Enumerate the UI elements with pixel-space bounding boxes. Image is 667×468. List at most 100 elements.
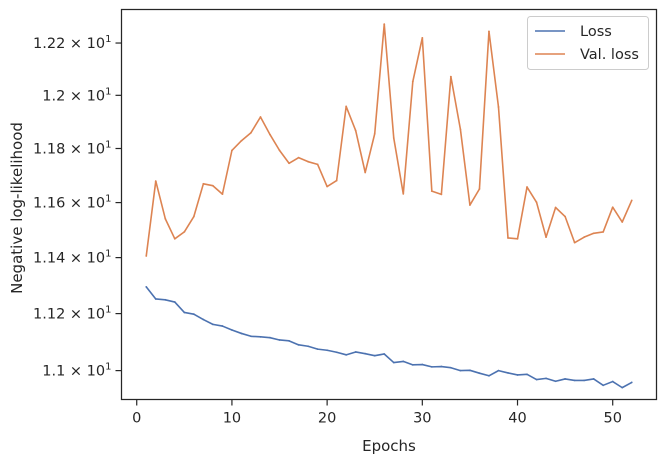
data-point-loss: [583, 379, 586, 382]
data-point-loss: [183, 311, 186, 314]
data-point-val-loss: [288, 162, 290, 165]
data-point-loss: [545, 377, 547, 380]
data-point-loss: [326, 349, 329, 352]
x-tick-label: 30: [413, 411, 431, 427]
data-point-loss: [411, 363, 414, 366]
y-tick-exponent: 1: [105, 34, 111, 45]
data-point-val-loss: [354, 129, 357, 132]
data-point-val-loss: [449, 75, 452, 78]
data-point-loss: [364, 352, 367, 355]
data-point-loss: [211, 323, 214, 326]
data-point-loss: [307, 345, 309, 348]
y-tick-exponent: 1: [105, 140, 111, 151]
x-tick-label: 20: [318, 411, 336, 427]
data-point-val-loss: [545, 236, 547, 239]
data-point-val-loss: [583, 236, 586, 239]
data-point-val-loss: [221, 193, 224, 196]
data-point-val-loss: [345, 105, 348, 108]
data-point-val-loss: [373, 132, 376, 135]
data-point-val-loss: [459, 128, 462, 131]
data-point-loss: [297, 343, 300, 346]
data-point-val-loss: [164, 217, 167, 220]
data-point-loss: [278, 339, 281, 341]
data-point-loss: [259, 335, 262, 338]
y-tick-exponent: 1: [105, 86, 111, 97]
data-point-loss: [478, 372, 481, 375]
data-point-val-loss: [240, 139, 243, 142]
data-point-val-loss: [592, 232, 595, 235]
y-axis-label: Negative log-likelihood: [8, 122, 26, 294]
data-point-loss: [430, 365, 433, 368]
data-point-val-loss: [392, 137, 395, 139]
data-point-val-loss: [297, 156, 300, 159]
x-axis-label: Epochs: [362, 437, 416, 455]
data-point-loss: [173, 301, 176, 303]
data-point-val-loss: [145, 255, 148, 257]
data-point-loss: [440, 365, 443, 368]
x-axis-ticks: 0 10 20 30 40 50: [132, 399, 622, 427]
data-point-val-loss: [316, 163, 319, 166]
data-point-val-loss: [202, 182, 205, 185]
data-point-loss: [202, 318, 205, 321]
y-tick-label: 1.16 × 101: [33, 194, 111, 212]
data-point-loss: [507, 372, 509, 374]
data-point-loss: [145, 285, 148, 288]
data-point-loss: [497, 369, 500, 372]
x-tick-label: 0: [132, 411, 141, 427]
data-point-loss: [573, 379, 576, 382]
y-tick-exponent: 1: [105, 194, 111, 205]
data-point-loss: [154, 298, 157, 300]
legend-label-val-loss: Val. loss: [580, 47, 639, 63]
data-point-val-loss: [564, 215, 567, 218]
series-line-val-loss: [145, 23, 633, 257]
data-point-val-loss: [507, 237, 509, 239]
y-tick-label: 1.22 × 101: [33, 34, 111, 52]
data-point-val-loss: [621, 221, 624, 223]
y-tick-exponent: 1: [105, 249, 111, 260]
data-point-loss: [554, 380, 557, 383]
data-point-val-loss: [335, 179, 338, 182]
series-layer: [145, 23, 633, 389]
data-point-val-loss: [211, 184, 214, 187]
legend-box: [527, 16, 649, 70]
data-point-val-loss: [440, 193, 443, 196]
data-point-val-loss: [526, 186, 528, 188]
data-point-loss: [288, 339, 290, 342]
data-point-loss: [250, 335, 252, 338]
data-point-loss: [449, 366, 452, 369]
x-tick-label: 40: [508, 411, 526, 427]
data-point-loss: [231, 329, 233, 331]
data-point-val-loss: [250, 131, 252, 134]
data-point-loss: [535, 378, 538, 381]
data-point-val-loss: [469, 204, 471, 206]
data-point-loss: [621, 386, 624, 389]
data-point-val-loss: [411, 80, 414, 83]
data-point-loss: [335, 351, 338, 354]
data-point-val-loss: [402, 192, 405, 195]
data-point-val-loss: [430, 190, 433, 193]
data-point-val-loss: [573, 241, 576, 244]
data-point-val-loss: [421, 36, 424, 39]
data-point-loss: [354, 351, 357, 353]
y-tick-exponent: 1: [105, 362, 111, 373]
data-point-loss: [192, 313, 195, 316]
x-tick-label: 10: [223, 411, 241, 427]
y-tick-label: 1.14 × 101: [33, 249, 111, 267]
data-point-loss: [526, 373, 528, 376]
data-point-val-loss: [516, 237, 519, 240]
data-point-loss: [402, 360, 405, 363]
data-point-loss: [240, 332, 243, 335]
data-point-loss: [316, 348, 319, 351]
data-point-val-loss: [192, 215, 195, 218]
data-point-loss: [164, 298, 167, 301]
data-point-val-loss: [307, 160, 309, 163]
y-tick-label: 1.1 × 101: [42, 362, 111, 380]
data-point-val-loss: [478, 188, 481, 190]
data-point-loss: [392, 361, 395, 364]
data-point-loss: [469, 369, 471, 372]
data-point-val-loss: [183, 231, 186, 233]
data-point-val-loss: [535, 201, 538, 204]
data-point-loss: [383, 353, 386, 355]
